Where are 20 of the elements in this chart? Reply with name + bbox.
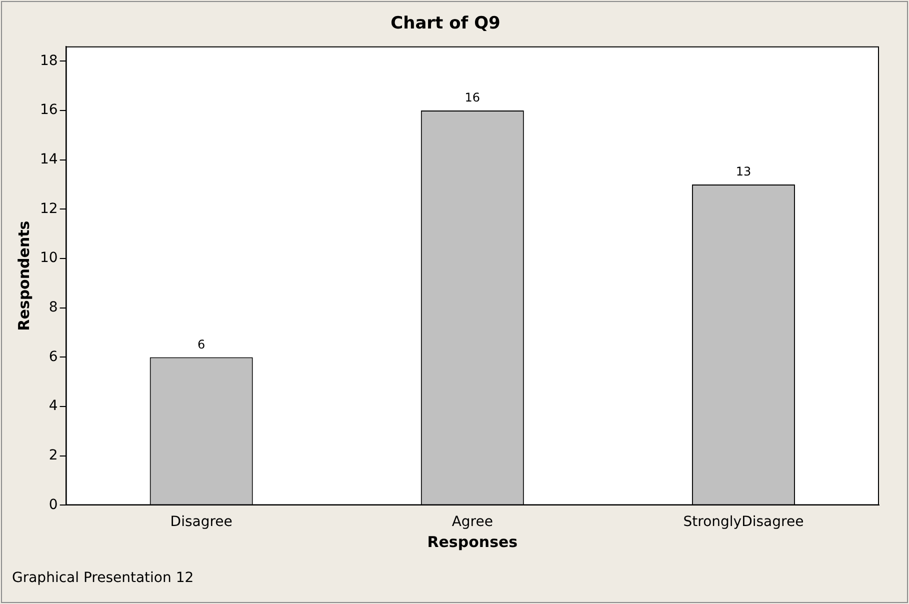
y-axis-title: Respondents <box>14 220 33 331</box>
chart-title: Chart of Q9 <box>390 14 500 34</box>
y-tick-label: 8 <box>48 300 58 316</box>
y-tick-label: 12 <box>40 200 58 217</box>
y-tick-label: 10 <box>40 250 58 266</box>
x-tick-label: Disagree <box>170 514 232 530</box>
x-tick-label: StronglyDisagree <box>683 514 804 530</box>
data-label: 16 <box>464 90 480 105</box>
data-label: 13 <box>736 164 752 179</box>
y-tick-label: 4 <box>48 398 58 414</box>
y-tick-label: 14 <box>40 152 58 168</box>
text: Graphical Presentation 12 <box>12 570 194 586</box>
data-label: 6 <box>198 337 206 352</box>
y-tick-label: 6 <box>48 348 58 365</box>
y-tick-label: 2 <box>48 448 58 464</box>
y-tick-label: 18 <box>40 52 58 69</box>
x-axis-title: Responses <box>427 532 518 551</box>
y-tick-label: 16 <box>40 102 58 118</box>
y-tick-label: 0 <box>48 496 58 513</box>
x-tick-label: Agree <box>452 514 493 530</box>
